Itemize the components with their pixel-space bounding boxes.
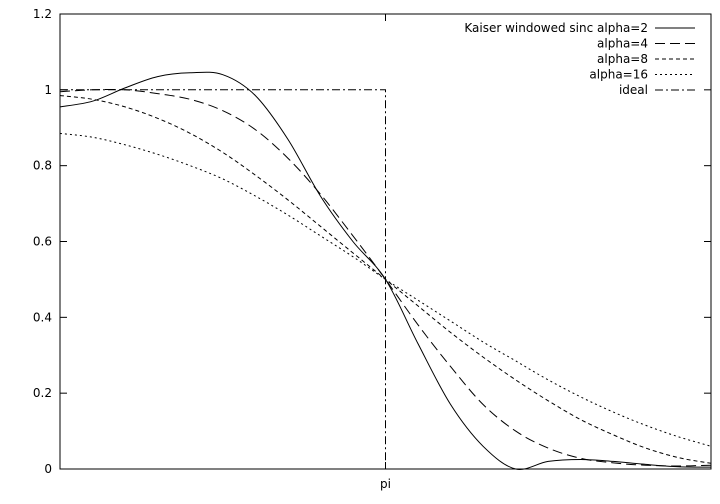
y-tick-label: 0.6 [33, 235, 52, 249]
y-tick-label: 1.2 [33, 7, 52, 21]
y-tick-label: 0 [44, 462, 52, 476]
y-tick-label: 0.2 [33, 386, 52, 400]
x-tick-label: pi [380, 477, 391, 491]
legend-label: alpha=4 [597, 37, 648, 51]
y-tick-label: 0.8 [33, 159, 52, 173]
legend-label: alpha=16 [589, 68, 648, 82]
y-tick-label: 1 [44, 83, 52, 97]
series-line-1 [59, 88, 712, 467]
series-line-4 [60, 89, 386, 469]
y-tick-label: 0.4 [33, 310, 52, 324]
legend-label: ideal [619, 83, 648, 97]
legend-label: alpha=8 [597, 52, 648, 66]
legend-label: Kaiser windowed sinc alpha=2 [464, 21, 648, 35]
